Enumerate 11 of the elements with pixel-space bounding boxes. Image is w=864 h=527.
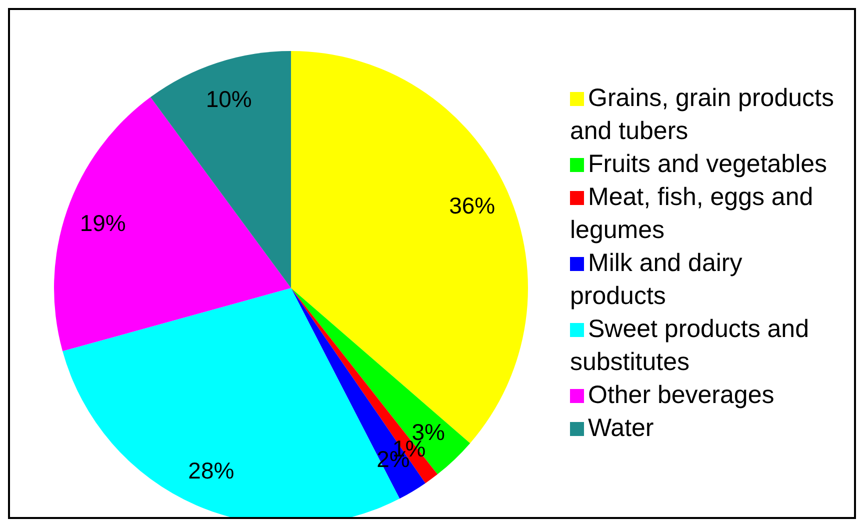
data-label: 28% — [188, 457, 234, 484]
legend-label: Grains, grain products and tubers — [570, 84, 834, 145]
legend-label: Water — [588, 414, 654, 442]
legend-label: Fruits and vegetables — [588, 150, 828, 178]
legend-label: Milk and dairy products — [570, 249, 742, 310]
data-label: 19% — [80, 210, 126, 236]
legend-label: Other beverages — [588, 381, 774, 409]
data-label: 10% — [206, 86, 252, 112]
legend-label: Meat, fish, eggs and legumes — [570, 183, 814, 244]
legend-label: Sweet products and substitutes — [570, 315, 809, 376]
data-label: 36% — [449, 192, 496, 218]
